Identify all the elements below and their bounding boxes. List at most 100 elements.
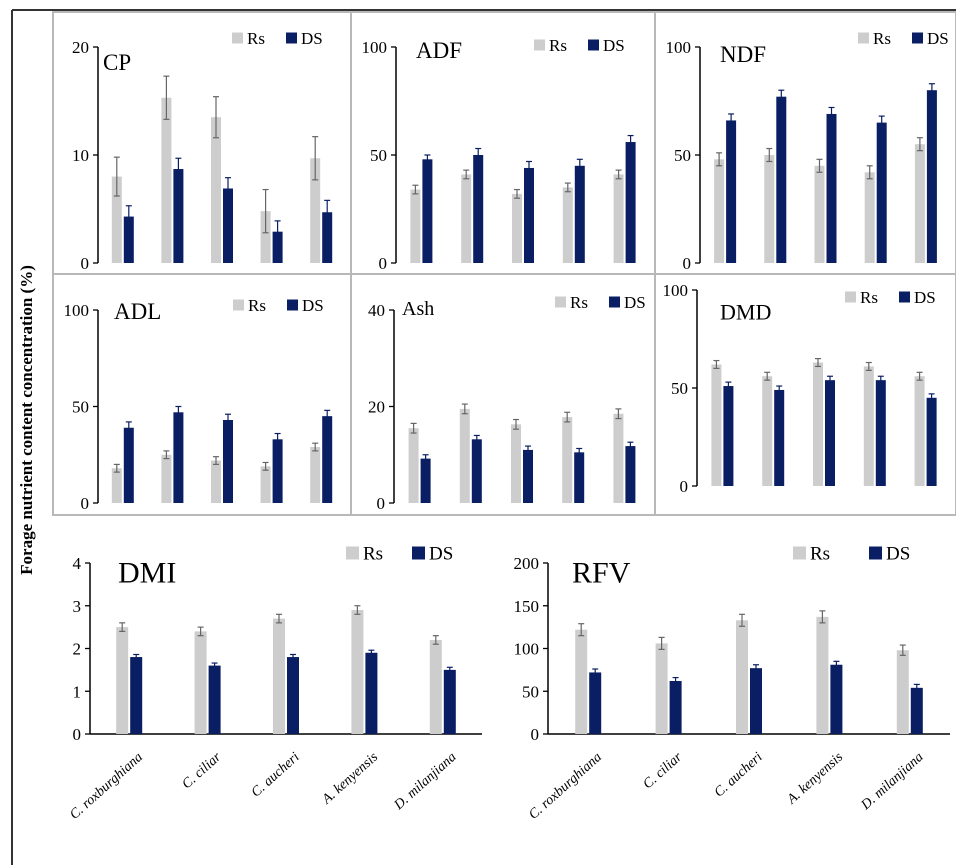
panel-title: CP: [103, 50, 131, 75]
bar-rs: [814, 165, 825, 263]
bar-ds: [173, 412, 184, 503]
y-tick-label: 50: [72, 398, 89, 417]
y-tick-label: 3: [73, 597, 82, 616]
legend-swatch-rs: [858, 32, 869, 44]
bar-ds: [322, 212, 333, 263]
bar-rs: [273, 618, 285, 734]
panel-title: DMI: [118, 557, 176, 590]
bar-rs: [863, 366, 874, 486]
legend-label-rs: Rs: [810, 544, 830, 565]
bar-ds: [876, 122, 887, 263]
y-tick-label: 50: [370, 146, 387, 165]
bar-rs: [816, 616, 829, 734]
legend-label-rs: Rs: [363, 544, 383, 565]
bar-rs: [711, 364, 722, 486]
x-category-label: C. roxburghiana: [67, 750, 146, 823]
bar-rs: [211, 117, 221, 263]
legend-swatch-ds: [286, 32, 297, 44]
x-category-label: A. kenyensis: [319, 749, 382, 807]
bar-ds: [589, 672, 602, 734]
bar-ds: [776, 96, 787, 264]
bar-ds: [208, 665, 221, 734]
legend-swatch-ds: [588, 39, 599, 51]
legend-label-ds: DS: [302, 296, 324, 315]
y-tick-label: 50: [674, 146, 691, 165]
legend-label-rs: Rs: [570, 293, 588, 312]
panel-cp: 0 10 20 CP Rs DS: [72, 29, 333, 273]
y-tick-label: 100: [666, 38, 692, 57]
bar-ds: [774, 389, 785, 486]
bar-rs: [194, 631, 207, 734]
bar-rs: [764, 155, 775, 263]
panel-border: [350, 273, 656, 516]
bar-ds: [910, 687, 923, 734]
bar-ds: [272, 439, 283, 503]
legend-label-rs: Rs: [549, 36, 567, 55]
bar-ds: [443, 669, 456, 734]
bar-rs: [512, 193, 522, 263]
bar-ds: [123, 427, 134, 503]
panel-dmi: 0 1 2 3 4 DMI Rs DS C. roxburghiana C. ciliar C. a…: [67, 544, 482, 823]
legend-label-ds: DS: [624, 293, 646, 312]
legend-label-ds: DS: [914, 288, 936, 307]
y-tick-label: 0: [531, 725, 540, 744]
legend-swatch-ds: [609, 296, 620, 308]
bar-ds: [926, 397, 937, 486]
bar-rs: [864, 172, 875, 263]
y-tick-label: 100: [64, 301, 90, 320]
bar-rs: [914, 376, 925, 486]
legend-swatch-ds: [912, 32, 923, 44]
legend-swatch-rs: [233, 299, 244, 311]
bar-ds: [223, 420, 233, 503]
legend-swatch-ds: [869, 546, 882, 560]
x-category-label: C. aucheri: [712, 750, 766, 801]
bar-ds: [471, 439, 482, 503]
bar-ds: [875, 380, 886, 486]
bar-rs: [260, 466, 271, 503]
legend-swatch-rs: [845, 291, 856, 303]
panel-title: NDF: [720, 42, 766, 67]
bar-ds: [625, 446, 636, 503]
legend-swatch-rs: [232, 32, 243, 44]
bar-rs: [260, 211, 271, 263]
bar-rs: [111, 176, 122, 263]
bar-rs: [408, 428, 419, 503]
panel-ash: 0 20 40 Ash Rs DS: [368, 293, 646, 513]
panel-rfv: 0 50 100 150 200 RFV Rs DS C. roxburghiana C. cil…: [514, 544, 950, 823]
bar-rs: [461, 174, 472, 263]
y-tick-label: 0: [377, 494, 386, 513]
y-tick-label: 100: [362, 38, 388, 57]
y-tick-label: 0: [379, 254, 388, 273]
legend-label-ds: DS: [927, 29, 949, 48]
bar-ds: [223, 188, 233, 263]
y-tick-label: 0: [680, 477, 689, 496]
legend-label-rs: Rs: [860, 288, 878, 307]
bar-ds: [669, 680, 682, 734]
bar-rs: [459, 408, 470, 503]
bar-rs: [736, 620, 748, 734]
bar-rs: [914, 144, 925, 263]
bar-rs: [351, 610, 364, 734]
legend-label-ds: DS: [603, 36, 625, 55]
y-axis-label-container: Forage nutrient content concentration (%…: [4, 160, 50, 680]
bar-rs: [310, 447, 321, 503]
bar-rs: [762, 376, 773, 486]
x-category-label: C. aucheri: [249, 750, 303, 801]
bar-rs: [161, 97, 172, 263]
legend-label-ds: DS: [886, 544, 910, 565]
y-axis-label: Forage nutrient content concentration (%…: [17, 265, 36, 575]
bar-ds: [173, 169, 184, 263]
y-tick-label: 50: [522, 682, 539, 701]
panel-adl: 0 50 100 ADL Rs DS: [64, 296, 333, 513]
bar-ds: [723, 386, 734, 486]
legend-swatch-rs: [534, 39, 545, 51]
bar-rs: [116, 627, 129, 734]
bar-rs: [714, 159, 725, 263]
bar-ds: [726, 120, 737, 263]
y-tick-label: 0: [81, 494, 90, 513]
bar-ds: [574, 165, 585, 263]
bar-rs: [813, 362, 823, 486]
legend-label-ds: DS: [429, 544, 453, 565]
bar-ds: [287, 657, 299, 734]
bar-rs: [429, 639, 442, 734]
